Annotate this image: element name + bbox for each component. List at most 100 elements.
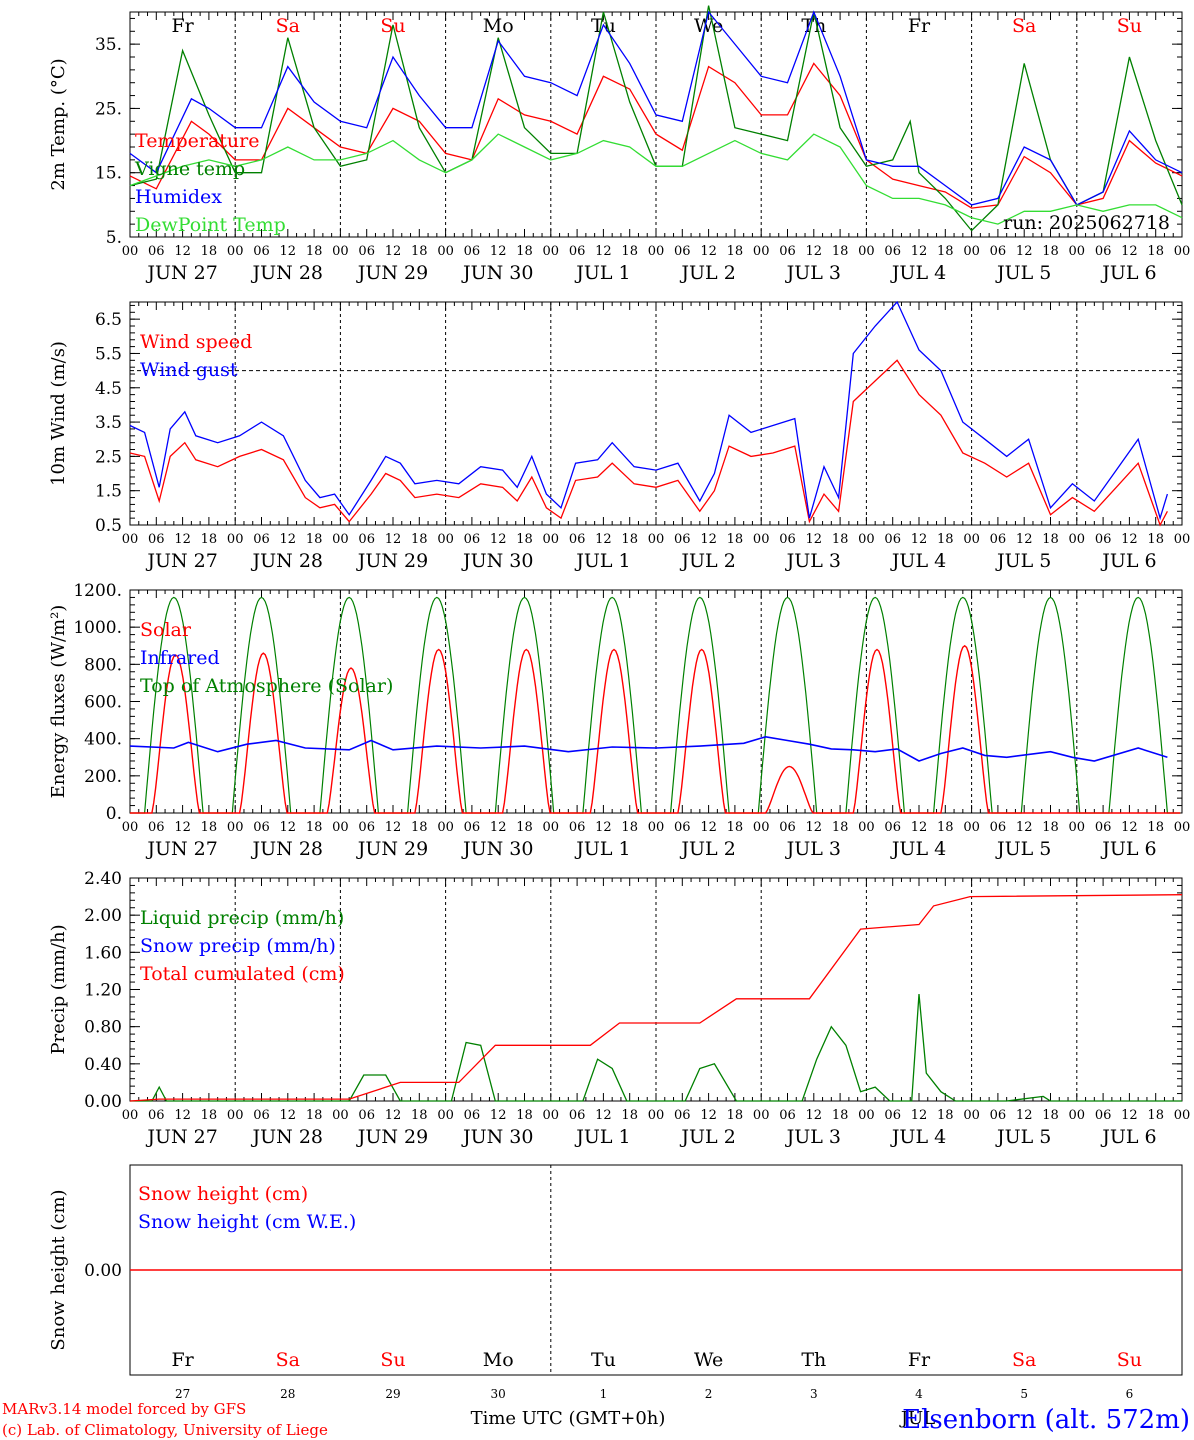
wind-date-label: JUL 6 — [1100, 550, 1156, 572]
temp-hour-label: 12 — [1016, 244, 1033, 259]
energy-hour-label: 12 — [911, 820, 928, 835]
precip-date-label: JUN 28 — [251, 1126, 323, 1148]
wind-series-wind-speed — [129, 359, 1168, 527]
wind-hour-label: 12 — [1121, 532, 1138, 547]
energy-hour-label: 12 — [174, 820, 191, 835]
energy-date-label: JUL 6 — [1100, 838, 1156, 860]
snow-day-number: 29 — [385, 1387, 400, 1401]
wind-hour-label: 00 — [122, 532, 139, 547]
temp-hour-label: 12 — [280, 244, 297, 259]
energy-hour-label: 18 — [1042, 820, 1059, 835]
wind-hour-label: 00 — [963, 532, 980, 547]
temp-series-vigne-temp — [129, 5, 1183, 232]
wind-hour-label: 12 — [700, 532, 717, 547]
temp-hour-label: 00 — [858, 244, 875, 259]
energy-hour-label: 00 — [227, 820, 244, 835]
temp-hour-label: 06 — [569, 244, 586, 259]
wind-hour-label: 06 — [1095, 532, 1112, 547]
energy-y-tick-label: 400. — [84, 730, 122, 750]
energy-hour-label: 00 — [122, 820, 139, 835]
energy-y-tick-label: 0. — [106, 804, 122, 824]
wind-hour-label: 18 — [727, 532, 744, 547]
precip-hour-label: 00 — [122, 1108, 139, 1123]
temp-hour-label: 18 — [201, 244, 218, 259]
energy-series-solar — [130, 644, 1181, 814]
precip-date-label: JUL 5 — [995, 1126, 1051, 1148]
precip-series-total-cumulated-cm- — [129, 894, 1183, 1102]
wind-hour-label: 06 — [358, 532, 375, 547]
energy-hour-label: 06 — [253, 820, 270, 835]
energy-hour-label: 06 — [464, 820, 481, 835]
precip-hour-label: 06 — [358, 1108, 375, 1123]
energy-legend-infrared: Infrared — [140, 647, 220, 669]
wind-date-label: JUN 28 — [251, 550, 323, 572]
precip-hour-label: 06 — [884, 1108, 901, 1123]
energy-hour-label: 18 — [411, 820, 428, 835]
precip-date-label: JUL 4 — [890, 1126, 946, 1148]
energy-y-tick-label: 600. — [84, 693, 122, 713]
precip-hour-label: 12 — [595, 1108, 612, 1123]
temp-frame — [129, 11, 1183, 238]
temp-hour-label: 12 — [490, 244, 507, 259]
weekday-label: Fr — [171, 15, 194, 37]
precip-legend-liquid-precip-mm-h-: Liquid precip (mm/h) — [140, 907, 344, 929]
precip-hour-label: 12 — [490, 1108, 507, 1123]
wind-hour-label: 12 — [911, 532, 928, 547]
wind-y-tick-label: 6.5 — [95, 310, 122, 330]
temp-hour-label: 00 — [1174, 244, 1191, 259]
wind-hour-label: 12 — [806, 532, 823, 547]
energy-hour-label: 18 — [306, 820, 323, 835]
temp-date-label: JUL 5 — [995, 262, 1051, 284]
footer-lab-text: (c) Lab. of Climatology, University of L… — [2, 1421, 328, 1439]
precip-hour-label: 12 — [174, 1108, 191, 1123]
temp-hour-label: 06 — [884, 244, 901, 259]
snow-weekday-label: Mo — [483, 1349, 514, 1371]
energy-y-tick-label: 200. — [84, 767, 122, 787]
temp-hour-label: 00 — [332, 244, 349, 259]
energy-hour-label: 18 — [621, 820, 638, 835]
weekday-label: Fr — [908, 15, 931, 37]
snow-legend-snow-height-cm-w-e-: Snow height (cm W.E.) — [138, 1211, 356, 1233]
snow-day-number: 27 — [175, 1387, 190, 1401]
wind-hour-label: 00 — [227, 532, 244, 547]
precip-hour-label: 00 — [332, 1108, 349, 1123]
temp-hour-label: 00 — [1069, 244, 1086, 259]
energy-hour-label: 00 — [753, 820, 770, 835]
energy-date-label: JUN 30 — [461, 838, 533, 860]
precip-y-tick-label: 1.20 — [84, 981, 122, 1001]
wind-hour-label: 12 — [385, 532, 402, 547]
temp-y-tick-label: 25. — [95, 99, 122, 119]
precip-hour-label: 18 — [937, 1108, 954, 1123]
wind-hour-label: 06 — [148, 532, 165, 547]
energy-hour-label: 18 — [727, 820, 744, 835]
temp-legend-humidex: Humidex — [135, 186, 222, 208]
wind-y-tick-label: 3.5 — [95, 413, 122, 433]
energy-legend-solar: Solar — [140, 619, 192, 641]
precip-hour-label: 00 — [648, 1108, 665, 1123]
snow-day-number: 4 — [915, 1387, 923, 1401]
energy-hour-label: 00 — [437, 820, 454, 835]
wind-hour-label: 06 — [779, 532, 796, 547]
temp-hour-label: 18 — [621, 244, 638, 259]
wind-hour-label: 18 — [516, 532, 533, 547]
month-label: JUL — [899, 1408, 935, 1429]
wind-hour-label: 12 — [595, 532, 612, 547]
temp-hour-label: 06 — [148, 244, 165, 259]
temp-hour-label: 12 — [911, 244, 928, 259]
wind-hour-label: 12 — [174, 532, 191, 547]
precip-legend-snow-precip-mm-h-: Snow precip (mm/h) — [140, 935, 336, 957]
snow-weekday-label: Sa — [276, 1349, 300, 1371]
temp-date-label: JUL 2 — [679, 262, 735, 284]
temp-hour-label: 18 — [1042, 244, 1059, 259]
weekday-label: Th — [801, 15, 826, 37]
precip-hour-label: 06 — [148, 1108, 165, 1123]
energy-hour-label: 00 — [332, 820, 349, 835]
wind-date-label: JUN 27 — [145, 550, 217, 572]
temp-hour-label: 06 — [464, 244, 481, 259]
energy-hour-label: 06 — [990, 820, 1007, 835]
precip-hour-label: 00 — [1174, 1108, 1191, 1123]
temp-series-dewpoint-temp — [129, 133, 1183, 225]
energy-hour-label: 00 — [858, 820, 875, 835]
temp-hour-label: 18 — [306, 244, 323, 259]
temp-hour-label: 18 — [832, 244, 849, 259]
